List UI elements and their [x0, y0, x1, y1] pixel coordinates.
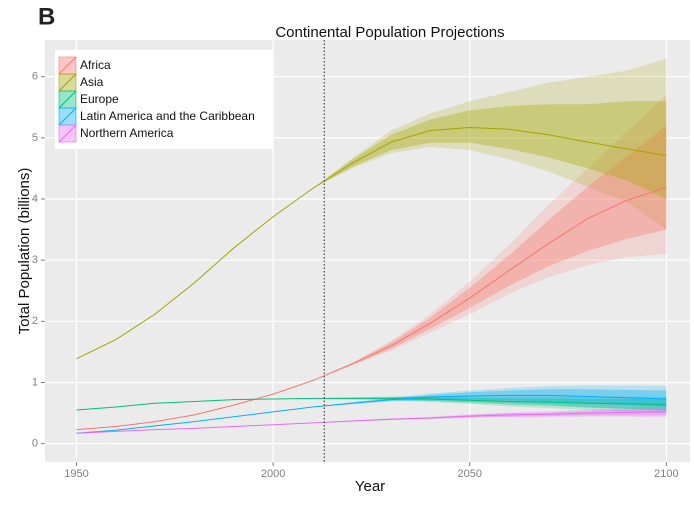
- x-axis-label: Year: [355, 478, 385, 495]
- x-tick-label: 1950: [64, 468, 88, 480]
- legend-label: Europe: [80, 92, 119, 106]
- confidence-band: [312, 397, 667, 411]
- series-line: [76, 394, 667, 434]
- y-tick-label: 4: [32, 193, 38, 205]
- y-tick-label: 6: [32, 71, 38, 83]
- y-tick-label: 1: [32, 376, 38, 388]
- confidence-band: [312, 95, 667, 381]
- chart-title: Continental Population Projections: [275, 24, 504, 41]
- y-tick-label: 5: [32, 132, 38, 144]
- series-line: [76, 397, 667, 411]
- legend-swatch-line: [58, 73, 77, 92]
- legend-background: [55, 50, 273, 149]
- legend-swatch-line: [58, 124, 77, 143]
- x-tick-label: 2050: [458, 468, 482, 480]
- confidence-band: [312, 101, 667, 200]
- confidence-band: [312, 385, 667, 412]
- x-tick-label: 2000: [261, 468, 285, 480]
- legend-label: Africa: [80, 58, 111, 72]
- legend-swatch-line: [58, 56, 77, 75]
- y-tick-label: 3: [32, 254, 38, 266]
- series-line: [76, 126, 667, 360]
- legend-swatch-line: [58, 107, 77, 126]
- legend-swatch-line: [58, 90, 77, 109]
- legend-label: Latin America and the Caribbean: [80, 109, 255, 123]
- x-tick-label: 2100: [654, 468, 678, 480]
- panel-label: B: [38, 3, 55, 30]
- y-tick-label: 0: [32, 438, 38, 450]
- legend: Africa Asia Europe Latin America and the Ca…: [55, 50, 273, 149]
- confidence-band: [312, 395, 667, 414]
- legend-label: Asia: [80, 75, 104, 89]
- legend-label: Northern America: [80, 126, 174, 140]
- confidence-band: [312, 58, 667, 230]
- y-axis-label: Total Population (billions): [16, 168, 33, 335]
- y-tick-label: 2: [32, 315, 38, 327]
- series-line: [76, 411, 667, 434]
- series-line: [76, 186, 667, 431]
